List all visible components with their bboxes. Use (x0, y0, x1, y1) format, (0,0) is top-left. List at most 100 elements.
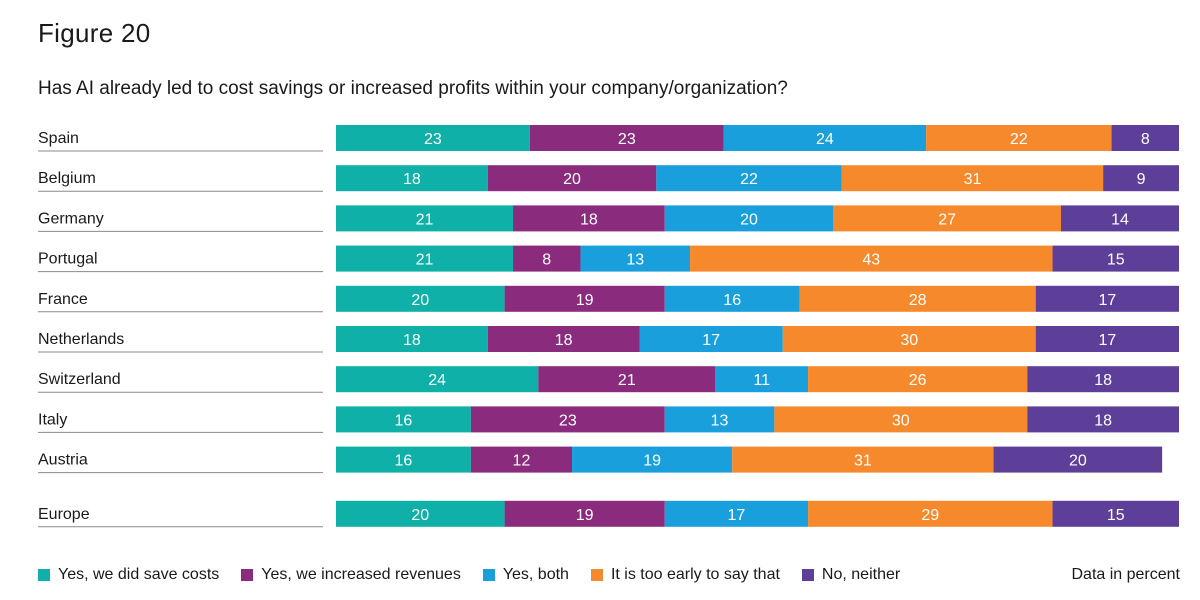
value-label-germany-yes-we-did-save-costs: 21 (416, 211, 434, 228)
value-label-netherlands-it-is-too-early-to-say-that: 30 (900, 332, 918, 349)
bar-segment-switzerland-yes-we-increased-revenues (538, 366, 716, 393)
value-label-france-yes-both: 16 (723, 292, 741, 309)
bar-segment-netherlands-yes-we-did-save-costs (336, 326, 488, 352)
bar-segment-netherlands-yes-we-increased-revenues (487, 326, 640, 352)
legend-label-neither: No, neither (821, 566, 901, 583)
value-label-belgium-yes-we-increased-revenues: 20 (563, 171, 581, 188)
value-label-belgium-yes-we-did-save-costs: 18 (403, 171, 421, 188)
bar-segment-france-yes-we-increased-revenues (504, 285, 665, 312)
legend-label-both: Yes, both (502, 566, 569, 583)
value-label-austria-it-is-too-early-to-say-that: 31 (854, 453, 872, 470)
value-label-netherlands-yes-we-increased-revenues: 18 (555, 332, 573, 349)
value-label-spain-yes-both: 24 (816, 131, 834, 148)
value-label-switzerland-no-neither: 18 (1094, 372, 1112, 389)
value-label-europe-yes-both: 17 (728, 507, 746, 524)
value-label-europe-yes-we-did-save-costs: 20 (411, 507, 429, 524)
value-label-portugal-it-is-too-early-to-say-that: 43 (862, 252, 880, 269)
bar-segment-portugal-no-neither (1052, 245, 1179, 272)
bar-segment-europe-yes-we-did-save-costs (336, 500, 505, 527)
legend-item-increased-revenues: Yes, we increased revenues (241, 566, 461, 584)
legend: Yes, we did save costs Yes, we increased… (38, 563, 1180, 587)
value-label-belgium-no-neither: 9 (1137, 171, 1146, 188)
category-label-germany: Germany (38, 210, 104, 227)
legend-swatch-both (482, 569, 495, 581)
value-label-austria-yes-we-increased-revenues: 12 (513, 453, 531, 470)
legend-item-neither: No, neither (801, 566, 901, 584)
value-label-spain-yes-we-increased-revenues: 23 (618, 131, 636, 148)
category-label-austria: Austria (38, 452, 88, 469)
value-label-italy-it-is-too-early-to-say-that: 30 (892, 412, 910, 429)
value-label-germany-it-is-too-early-to-say-that: 27 (938, 211, 956, 228)
value-label-germany-no-neither: 14 (1111, 211, 1129, 228)
bar-segment-spain-no-neither (1111, 125, 1179, 151)
value-label-portugal-yes-we-did-save-costs: 21 (416, 252, 434, 269)
bar-segment-spain-it-is-too-early-to-say-that (926, 125, 1112, 151)
bar-segment-austria-yes-both (572, 446, 733, 473)
bar-segment-germany-it-is-too-early-to-say-that (833, 205, 1061, 232)
bar-segment-switzerland-yes-both (715, 366, 809, 393)
value-label-portugal-no-neither: 15 (1107, 252, 1125, 269)
value-label-austria-yes-both: 19 (643, 453, 661, 470)
bar-segment-europe-it-is-too-early-to-say-that (808, 500, 1053, 527)
bar-segment-spain-yes-we-did-save-costs (336, 125, 530, 151)
bar-segment-france-yes-we-did-save-costs (336, 285, 505, 312)
bar-segment-austria-no-neither (993, 446, 1163, 473)
legend-swatch-save-costs (38, 569, 50, 581)
value-label-italy-yes-both: 13 (711, 412, 729, 429)
bar-segment-belgium-yes-we-increased-revenues (487, 165, 657, 192)
value-label-europe-no-neither: 15 (1107, 507, 1125, 524)
bar-segment-switzerland-no-neither (1027, 366, 1179, 393)
value-label-italy-no-neither: 18 (1094, 412, 1112, 429)
value-label-netherlands-yes-we-did-save-costs: 18 (403, 332, 421, 349)
legend-item-save-costs: Yes, we did save costs (38, 566, 219, 584)
value-label-portugal-yes-both: 13 (626, 252, 644, 269)
bar-segment-spain-yes-both (723, 125, 927, 151)
bar-segment-austria-it-is-too-early-to-say-that (732, 446, 994, 473)
bar-segment-belgium-yes-we-did-save-costs (336, 165, 488, 192)
category-label-italy: Italy (38, 411, 67, 428)
legend-item-too-early: It is too early to say that (590, 566, 780, 584)
legend-swatch-neither (801, 569, 814, 581)
bar-segment-portugal-yes-we-increased-revenues (513, 245, 581, 272)
bar-segment-portugal-yes-both (580, 245, 691, 272)
category-label-belgium: Belgium (38, 170, 96, 187)
value-label-netherlands-yes-both: 17 (702, 332, 720, 349)
bar-segment-france-yes-both (664, 285, 800, 312)
bar-segment-austria-yes-we-increased-revenues (470, 446, 573, 473)
legend-label-too-early: It is too early to say that (610, 566, 780, 583)
value-label-netherlands-no-neither: 17 (1098, 332, 1116, 349)
bar-segment-belgium-yes-both (656, 165, 842, 192)
bar-segment-portugal-yes-we-did-save-costs (336, 245, 514, 272)
bar-segment-italy-yes-both (664, 406, 775, 433)
figure-label: Figure 20 (38, 18, 151, 48)
value-label-switzerland-it-is-too-early-to-say-that: 26 (909, 372, 927, 389)
value-label-austria-no-neither: 20 (1069, 453, 1087, 470)
value-label-germany-yes-both: 20 (740, 211, 758, 228)
bar-segment-switzerland-yes-we-did-save-costs (336, 366, 539, 393)
category-label-france: France (38, 291, 88, 308)
legend-label-increased-revenues: Yes, we increased revenues (261, 566, 461, 583)
value-label-europe-it-is-too-early-to-say-that: 29 (921, 507, 939, 524)
bar-segment-france-it-is-too-early-to-say-that (799, 285, 1036, 312)
chart-title: Has AI already led to cost savings or in… (38, 78, 788, 99)
bar-segment-austria-yes-we-did-save-costs (336, 446, 471, 473)
category-label-switzerland: Switzerland (38, 371, 121, 388)
legend-item-both: Yes, both (482, 566, 569, 584)
bar-segment-europe-yes-we-increased-revenues (504, 500, 665, 527)
value-label-italy-yes-we-did-save-costs: 16 (395, 412, 413, 429)
bar-segment-germany-yes-we-did-save-costs (336, 205, 514, 232)
bar-segment-netherlands-no-neither (1035, 326, 1179, 352)
category-label-europe: Europe (38, 506, 90, 523)
value-label-france-yes-we-increased-revenues: 19 (576, 292, 594, 309)
bar-segment-europe-yes-both (664, 500, 809, 527)
legend-swatch-too-early (590, 569, 603, 581)
value-label-france-yes-we-did-save-costs: 20 (411, 292, 429, 309)
bar-segment-netherlands-it-is-too-early-to-say-that (782, 326, 1036, 352)
category-label-netherlands: Netherlands (38, 331, 124, 348)
value-label-switzerland-yes-both: 11 (753, 372, 770, 389)
bar-segment-italy-it-is-too-early-to-say-that (774, 406, 1028, 433)
value-label-belgium-yes-both: 22 (740, 171, 758, 188)
bar-segment-portugal-it-is-too-early-to-say-that (690, 245, 1053, 272)
value-label-france-no-neither: 17 (1098, 292, 1116, 309)
